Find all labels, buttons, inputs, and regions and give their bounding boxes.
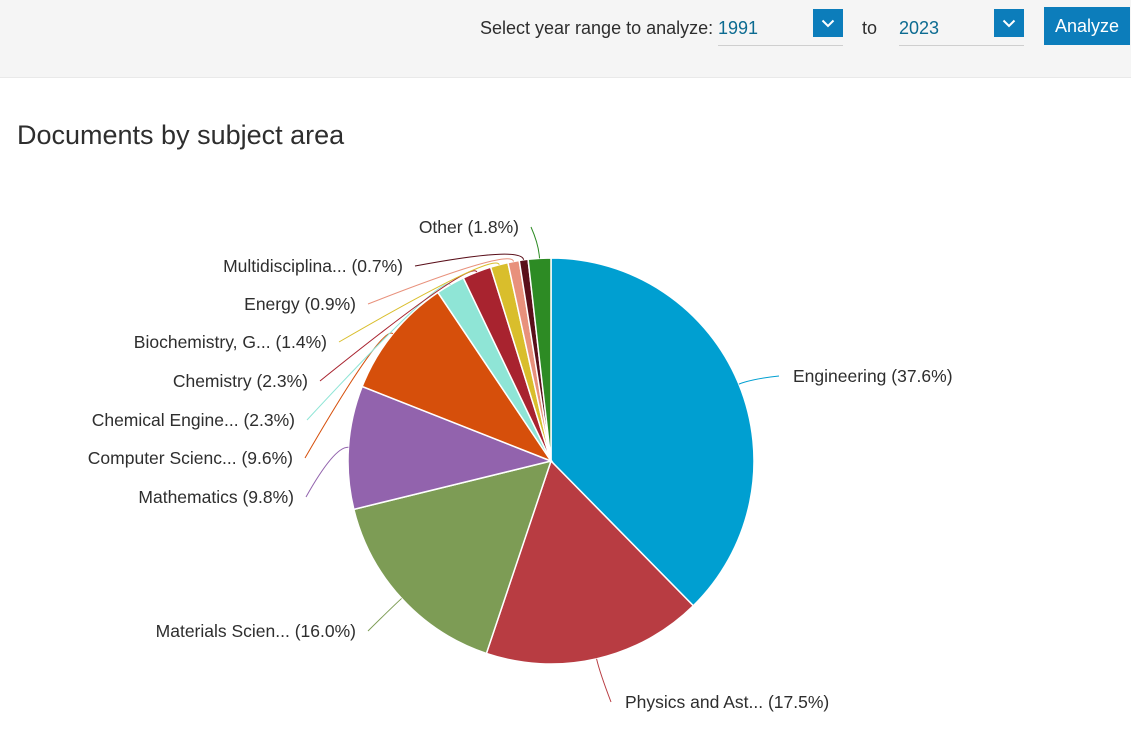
pie-slice[interactable] [550, 257, 755, 607]
pie-connector-line [596, 658, 612, 703]
year-from-value: 1991 [718, 18, 759, 38]
to-label: to [862, 18, 878, 38]
year-to-select[interactable]: 2023 [899, 9, 1024, 46]
chevron-down-icon[interactable] [994, 9, 1024, 37]
pie-slice-label: Other (1.8%) [419, 217, 519, 237]
pie-slice-label: Biochemistry, G... (1.4%) [134, 332, 327, 352]
pie-slice-label: Materials Scien... (16.0%) [156, 621, 356, 641]
pie-slice-label: Energy (0.9%) [244, 294, 356, 314]
year-range-label: Select year range to analyze: [480, 18, 714, 38]
pie-connector-line [367, 258, 515, 305]
pie-connector-line [319, 270, 478, 382]
year-from-select[interactable]: 1991 [718, 9, 843, 46]
pie-connector-line [414, 253, 525, 267]
toolbar: Select year range to analyze: 1991 to 20… [0, 0, 1131, 78]
pie-slice[interactable] [347, 385, 554, 511]
pie-connector-line [530, 226, 541, 259]
pie-slice[interactable] [485, 459, 695, 665]
pie-slice-label: Engineering (37.6%) [793, 366, 953, 386]
pie-connector-line [306, 283, 451, 421]
analyze-button[interactable]: Analyze [1044, 7, 1130, 45]
pie-chart: Engineering (37.6%) Physics and Ast... (1… [88, 217, 953, 712]
year-to-value: 2023 [899, 18, 940, 38]
pie-slice-label: Chemical Engine... (2.3%) [92, 410, 295, 430]
pie-connector-line [305, 446, 349, 498]
chevron-down-icon[interactable] [813, 9, 843, 37]
pie-slice-label: Physics and Ast... (17.5%) [625, 692, 829, 712]
pie-slice-label: Mathematics (9.8%) [138, 487, 294, 507]
pie-connector-line [338, 262, 500, 343]
pie-slice-label: Multidisciplina... (0.7%) [223, 256, 403, 276]
pie-slice-label: Chemistry (2.3%) [173, 371, 308, 391]
pie-connector-line [367, 598, 402, 632]
pie-slice[interactable] [361, 291, 553, 463]
pie-connector-line [738, 375, 780, 385]
page-title: Documents by subject area [17, 120, 345, 150]
pie-slice-label: Computer Scienc... (9.6%) [88, 448, 293, 468]
